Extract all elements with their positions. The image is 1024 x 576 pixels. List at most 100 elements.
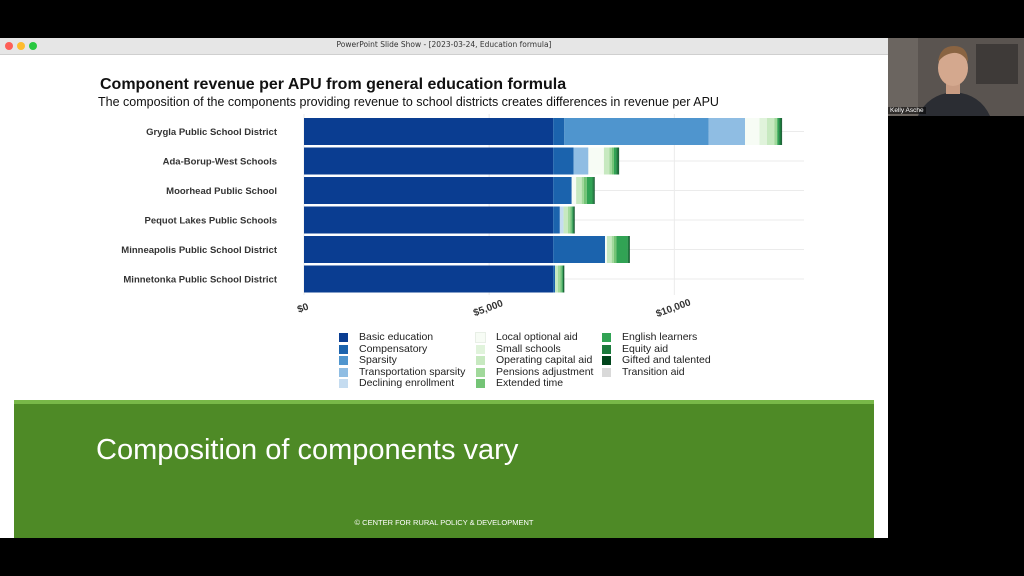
x-tick-label: $5,000	[472, 298, 505, 319]
legend-label: Basic education	[359, 331, 434, 343]
bar-segment	[553, 118, 565, 145]
bar-segment	[606, 236, 612, 263]
legend-label: Local optional aid	[496, 331, 578, 343]
category-label: Minnetonka Public School District	[123, 275, 277, 286]
bar-segment	[304, 177, 554, 204]
legend-label: Sparsity	[359, 354, 397, 367]
legend-item: Extended time	[476, 378, 563, 390]
legend-label: Declining enrollment	[359, 377, 455, 390]
bar-segment	[613, 236, 617, 263]
bar-segment	[616, 147, 619, 175]
category-label: Minneapolis Public School District	[121, 245, 278, 256]
legend-swatch	[339, 333, 348, 342]
bar-segment	[583, 177, 587, 204]
slide[interactable]: Component revenue per APU from general e…	[14, 55, 874, 538]
participant-name: Kelly Asche	[888, 107, 926, 114]
bar-segment	[571, 177, 577, 204]
legend-swatch	[339, 379, 348, 389]
legend-label: Operating capital aid	[496, 354, 593, 367]
legend-item: Sparsity	[339, 354, 397, 367]
legend-item: Basic education	[339, 331, 434, 344]
bar-segment	[576, 177, 582, 204]
legend-swatch	[476, 379, 485, 389]
bar-segment	[781, 118, 783, 145]
bar-segment	[553, 177, 572, 204]
bar-segment	[570, 206, 572, 234]
participant-avatar	[888, 38, 1024, 116]
bar-segment	[766, 118, 775, 145]
bar-segment	[581, 177, 584, 204]
bar-segment	[573, 206, 575, 234]
legend-label: Extended time	[496, 377, 564, 390]
legend-label: Equity aid	[622, 342, 669, 355]
legend-item: Equity aid	[602, 342, 669, 356]
bar-segment	[560, 265, 562, 293]
category-label: Moorhead Public School	[166, 186, 277, 197]
bar-segment	[563, 265, 565, 293]
bar-segment	[593, 177, 595, 204]
bar-segment	[573, 147, 589, 175]
bar-segment	[559, 206, 564, 234]
category-label: Pequot Lakes Public Schools	[144, 216, 277, 227]
legend-swatch	[475, 332, 486, 343]
bar-segment	[629, 236, 630, 263]
x-tick-label: $0	[296, 301, 311, 315]
legend-label: Compensatory	[359, 342, 428, 355]
bar-segment	[553, 147, 574, 175]
legend-label: Pensions adjustment	[496, 365, 594, 378]
legend-label: Small schools	[496, 342, 561, 355]
legend-swatch	[339, 344, 348, 354]
window-title: PowerPoint Slide Show - [2023-03-24, Edu…	[336, 40, 552, 49]
bar-segment	[774, 118, 778, 145]
bar-segment	[745, 118, 760, 145]
bar-segment	[304, 118, 554, 145]
bar-segment	[777, 118, 780, 145]
bar-segment	[603, 147, 610, 175]
window-title-bar: PowerPoint Slide Show - [2023-03-24, Edu…	[0, 38, 888, 55]
bar-segment	[562, 265, 564, 293]
bar-segment	[588, 147, 604, 175]
stacked-bar-chart: Grygla Public School District Ada-Borup-W…	[121, 114, 804, 320]
bar-segment	[613, 147, 617, 175]
minimize-window-button[interactable]	[17, 42, 25, 50]
bar-segment	[553, 206, 560, 234]
legend-item: Declining enrollment	[339, 378, 454, 390]
legend-label: Gifted and talented	[622, 354, 711, 367]
legend-item: Operating capital aid	[476, 354, 593, 367]
bar-segment	[779, 118, 782, 145]
participant-video-tile[interactable]: Kelly Asche	[888, 38, 1024, 116]
bar-segment	[568, 206, 571, 234]
close-window-button[interactable]	[5, 42, 13, 50]
chart-subtitle: The composition of the components provid…	[98, 95, 719, 109]
legend-swatch	[602, 356, 611, 366]
slide-heading: Composition of components vary	[96, 434, 519, 466]
zoom-window-button[interactable]	[29, 42, 37, 50]
legend-item: Local optional aid	[475, 331, 578, 344]
legend-item: Pensions adjustment	[476, 365, 594, 379]
bar-segment	[586, 177, 593, 204]
legend-item: Compensatory	[339, 342, 428, 356]
legend-item: Gifted and talented	[602, 354, 711, 367]
x-tick-label: $10,000	[655, 297, 693, 320]
category-label: Ada-Borup-West Schools	[163, 157, 277, 168]
legend-swatch	[602, 367, 611, 377]
legend-swatch	[602, 344, 611, 354]
bar-segment	[553, 265, 556, 293]
bar-segment	[627, 236, 630, 263]
bar-segment	[304, 236, 554, 263]
bar-segment	[605, 236, 607, 263]
legend-label: English learners	[622, 331, 698, 343]
legend-item: Small schools	[476, 342, 561, 356]
legend-label: Transition aid	[622, 365, 685, 378]
legend-item: Transition aid	[602, 365, 685, 379]
legend-swatch	[339, 356, 348, 366]
chart-title: Component revenue per APU from general e…	[100, 76, 567, 93]
bar-segment	[571, 206, 573, 234]
legend-swatch	[476, 367, 485, 377]
bar-segment	[609, 147, 612, 175]
legend-label: Transportation sparsity	[359, 365, 466, 378]
legend-swatch	[602, 333, 611, 342]
bar-segment	[759, 118, 767, 145]
legend-swatch	[339, 367, 348, 377]
bar-segment	[304, 265, 554, 293]
